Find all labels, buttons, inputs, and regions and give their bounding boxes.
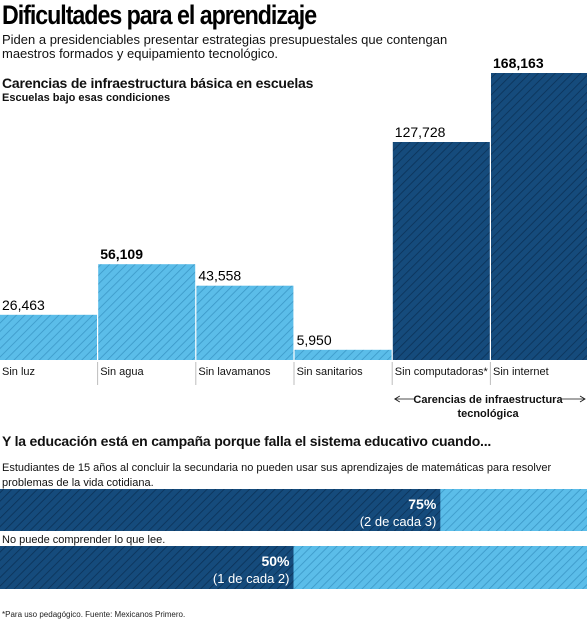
value-label-4: 127,728 [395,124,446,140]
hbar-note-0: (2 de cada 3) [360,514,437,529]
category-label-5: Sin internet [493,366,549,378]
value-label-3: 5,950 [297,332,332,348]
value-label-5: 168,163 [493,55,544,71]
arrow-right-icon [579,395,586,403]
category-label-0: Sin luz [2,366,35,378]
hbar-fill-0 [0,489,441,531]
arrow-left-icon [394,395,401,403]
hbar-percent-0: 75% [408,496,437,512]
chart-subtitle: Escuelas bajo esas condiciones [2,92,171,104]
page-subtitle: Piden a presidenciables presentar estrat… [2,32,448,61]
group-label: Carencias de infraestructura [413,394,563,406]
bar-1 [98,264,196,360]
hbar-fill-1 [0,546,294,589]
hbar-percent-1: 50% [261,553,290,569]
value-label-2: 43,558 [198,268,241,284]
chart-title: Carencias de infraestructura básica en e… [2,75,314,91]
bar-2 [196,285,294,360]
bar-3 [294,349,392,360]
category-label-3: Sin sanitarios [297,366,364,378]
category-label-4: Sin computadoras* [395,366,489,378]
page-title: Dificultades para el aprendizaje [2,0,317,30]
footnote: *Para uso pedagógico. Fuente: Mexicanos … [2,610,186,619]
value-label-1: 56,109 [100,246,143,262]
bar-4 [392,142,490,360]
section2-title: Y la educación está en campaña porque fa… [2,433,492,449]
category-label-1: Sin agua [100,366,144,378]
bar-0 [0,314,97,360]
stat-label-reading: No puede comprender lo que lee. [2,534,166,546]
category-label-2: Sin lavamanos [198,366,271,378]
bar-5 [491,73,587,360]
group-label: tecnológica [457,408,519,420]
stat-label-math: Estudiantes de 15 años al concluir la se… [2,462,552,489]
value-label-0: 26,463 [2,297,45,313]
hbar-note-1: (1 de cada 2) [213,571,290,586]
